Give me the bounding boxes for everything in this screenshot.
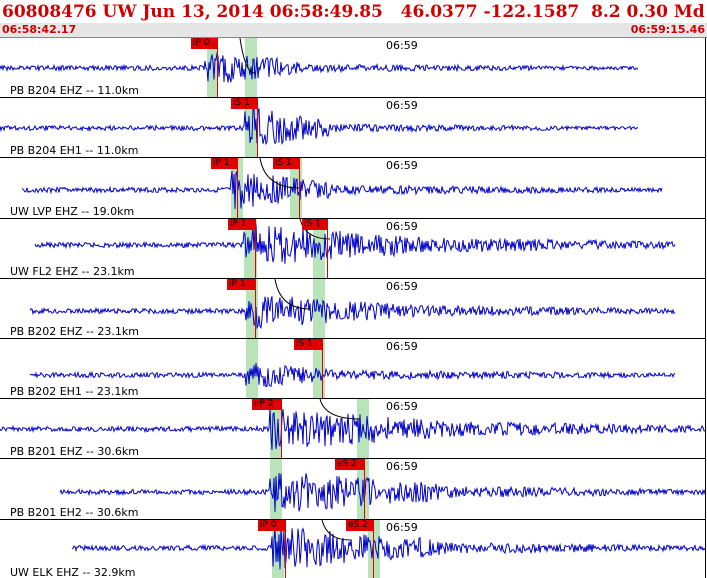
- phase-pick-line: [327, 219, 328, 278]
- phase-pick-line: [257, 98, 258, 157]
- channel-label: UW ELK EHZ -- 32.9km: [10, 566, 136, 578]
- travel-time-curve: [319, 399, 361, 420]
- phase-pick-flag[interactable]: eS 2: [335, 459, 365, 470]
- time-tick-label: 06:59: [386, 220, 418, 233]
- trace-panel[interactable]: iP 1 iS 1 06:59 UW FL2 EHZ -- 23.1km: [0, 219, 706, 279]
- travel-time-curve: [239, 38, 256, 74]
- waveform: [21, 158, 663, 210]
- travel-time-curve: [259, 158, 301, 189]
- waveform: [30, 362, 676, 388]
- trace-panel[interactable]: iS 1 06:59 PB B204 EH1 -- 11.0km: [0, 98, 706, 158]
- phase-pick-flag[interactable]: iS 1: [294, 339, 323, 350]
- travel-time-curve: [274, 279, 311, 310]
- waveform: [29, 279, 676, 330]
- phase-pick-flag[interactable]: iS 1: [273, 158, 300, 169]
- waveform-trace: [0, 407, 705, 450]
- channel-label: PB B204 EH1 -- 11.0km: [10, 144, 139, 157]
- waveform-trace: [71, 527, 705, 570]
- waveform: [0, 38, 639, 83]
- trace-panel[interactable]: iS 1 06:59 PB B202 EH1 -- 23.1km: [0, 339, 706, 399]
- time-tick-label: 06:59: [386, 400, 418, 413]
- travel-time-curve: [321, 520, 351, 541]
- phase-pick-flag[interactable]: iS 1: [231, 98, 258, 109]
- waveform-trace: [34, 224, 676, 264]
- phase-pick-line: [255, 279, 256, 338]
- trace-panel[interactable]: iP 0 06:59 PB B204 EHZ -- 11.0km: [0, 38, 706, 98]
- time-scale-bar: [0, 23, 707, 38]
- channel-label: PB B202 EHZ -- 23.1km: [10, 325, 139, 338]
- channel-label: PB B202 EH1 -- 23.1km: [10, 385, 139, 398]
- channel-label: UW FL2 EHZ -- 23.1km: [10, 265, 135, 278]
- time-tick-label: 06:59: [386, 39, 418, 52]
- phase-pick-flag[interactable]: iP 0: [258, 520, 286, 531]
- waveform: [0, 107, 639, 146]
- trace-panel[interactable]: iP 0 eS 2 06:59 UW ELK EHZ -- 32.9km: [0, 520, 706, 578]
- phase-pick-flag[interactable]: iP 0: [191, 38, 218, 49]
- phase-pick-line: [285, 520, 286, 578]
- trace-panel[interactable]: eP 2 06:59 PB B201 EHZ -- 30.6km: [0, 399, 706, 459]
- pick-window: [313, 219, 325, 278]
- waveform: [71, 520, 705, 570]
- phase-pick-line: [373, 520, 374, 578]
- pick-window: [207, 38, 218, 97]
- waveform-trace: [0, 51, 639, 83]
- trace-panel[interactable]: iP 1 06:59 PB B202 EHZ -- 23.1km: [0, 279, 706, 339]
- phase-pick-line: [364, 459, 365, 519]
- channel-label: UW LVP EHZ -- 19.0km: [10, 205, 135, 218]
- travel-time-curve: [299, 219, 331, 240]
- phase-pick-flag[interactable]: iP 1: [211, 158, 238, 169]
- waveform-trace: [29, 296, 676, 330]
- waveform-trace: [30, 362, 676, 388]
- time-tick-label: 06:59: [386, 340, 418, 353]
- waveform-trace: [59, 473, 705, 512]
- phase-pick-line: [237, 158, 238, 218]
- phase-pick-flag[interactable]: eS 2: [346, 520, 374, 531]
- channel-label: PB B201 EH2 -- 30.6km: [10, 506, 139, 519]
- waveform-trace: [21, 170, 663, 210]
- trace-panel[interactable]: iP 1 iS 1 06:59 UW LVP EHZ -- 19.0km: [0, 158, 706, 219]
- end-time: 06:59:15.46: [630, 23, 705, 36]
- time-tick-label: 06:59: [386, 521, 418, 534]
- waveform: [59, 473, 705, 512]
- phase-pick-flag[interactable]: iS 1: [302, 219, 328, 230]
- waveform-trace: [0, 107, 639, 146]
- time-tick-label: 06:59: [386, 460, 418, 473]
- start-time: 06:58:42.17: [2, 23, 77, 36]
- phase-pick-line: [217, 38, 218, 97]
- waveform: [0, 399, 705, 450]
- pick-window: [368, 520, 380, 578]
- phase-pick-line: [255, 219, 256, 278]
- channel-label: PB B201 EHZ -- 30.6km: [10, 445, 139, 458]
- channel-label: PB B204 EHZ -- 11.0km: [10, 84, 139, 97]
- time-tick-label: 06:59: [386, 159, 418, 172]
- time-tick-label: 06:59: [386, 280, 418, 293]
- phase-pick-flag[interactable]: iP 1: [228, 219, 256, 230]
- pick-window: [357, 399, 369, 458]
- phase-pick-flag[interactable]: eP 2: [252, 399, 282, 410]
- trace-panel[interactable]: eS 2 06:59 PB B201 EH2 -- 30.6km: [0, 459, 706, 520]
- event-title: 60808476 UW Jun 13, 2014 06:58:49.85 46.…: [2, 2, 705, 22]
- phase-pick-line: [281, 399, 282, 458]
- phase-pick-line: [299, 158, 300, 218]
- phase-pick-flag[interactable]: iP 1: [227, 279, 256, 290]
- time-tick-label: 06:59: [386, 99, 418, 112]
- waveform: [34, 219, 676, 264]
- phase-pick-line: [322, 339, 323, 398]
